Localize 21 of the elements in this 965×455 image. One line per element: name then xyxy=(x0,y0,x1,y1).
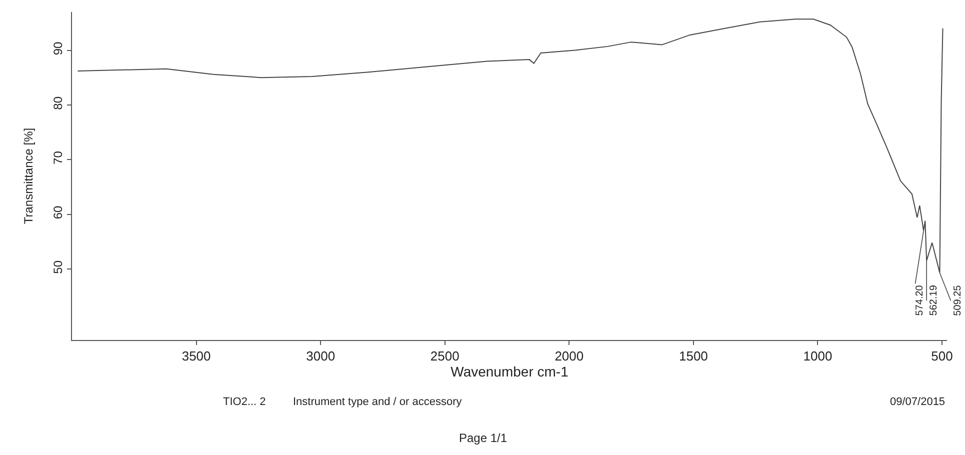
x-tick-label: 1500 xyxy=(678,348,708,364)
text: Instrument type and / or accessory xyxy=(293,396,462,408)
y-tick-label: 60 xyxy=(51,205,66,220)
annotation: 509.25 xyxy=(952,284,964,316)
y-tick-label: 70 xyxy=(51,150,66,164)
x-tick-label: 2500 xyxy=(430,348,460,364)
y-axis-title: Transmittance [%] xyxy=(22,128,36,224)
x-tick-label: 3500 xyxy=(182,348,211,364)
x-tick-label: 3000 xyxy=(306,348,336,364)
text: Page 1/1 xyxy=(459,431,508,445)
text: 09/07/2015 xyxy=(890,396,946,408)
x-axis-title: Wavenumber cm-1 xyxy=(450,364,569,380)
y-tick-label: 80 xyxy=(51,96,66,110)
text: TIO2... 2 xyxy=(223,396,266,408)
y-tick-label: 90 xyxy=(51,41,66,56)
y-tick-label: 50 xyxy=(51,260,66,274)
x-tick-label: 2000 xyxy=(554,348,584,364)
annotation: 562.19 xyxy=(928,284,940,316)
x-tick-label: 1000 xyxy=(803,348,832,364)
x-tick-label: 500 xyxy=(931,348,953,364)
annotation: 574.20 xyxy=(914,284,926,316)
